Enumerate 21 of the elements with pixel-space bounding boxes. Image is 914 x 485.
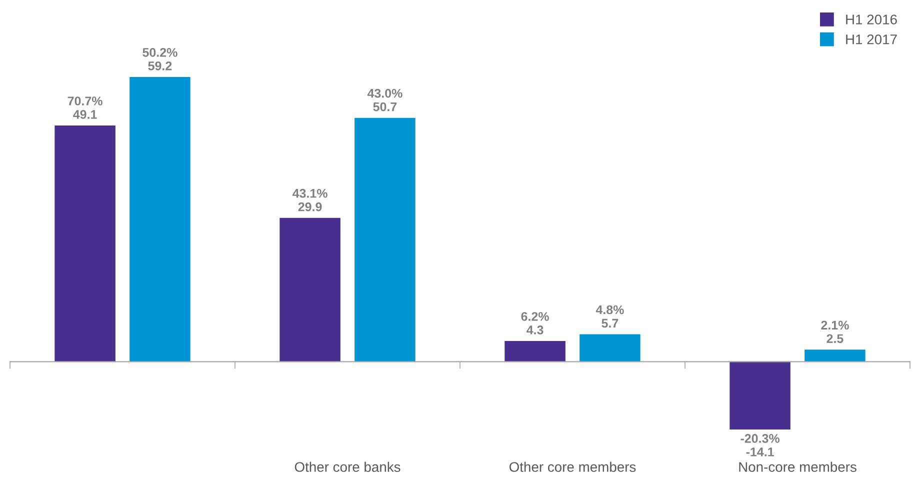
data-label: 70.7% 49.1 <box>68 96 102 119</box>
x-tick-label: Other core banks <box>294 462 400 472</box>
data-label: -20.3% -14.1 <box>740 434 780 456</box>
bar <box>130 76 190 362</box>
bar <box>354 118 416 362</box>
data-label: 43.0% 50.7 <box>367 88 402 112</box>
legend-label: H1 2016 <box>846 14 897 24</box>
bar <box>504 341 566 362</box>
data-label: 6.2% 4.3 <box>521 312 549 334</box>
data-label: 50.2% 59.2 <box>142 48 178 70</box>
bar <box>730 362 790 430</box>
legend-label: H1 2017 <box>846 34 897 44</box>
data-label: 43.1% 29.9 <box>292 188 328 212</box>
x-tick-label: Other core members <box>509 462 636 472</box>
bar <box>580 334 640 362</box>
x-tick-label: Non-core members <box>739 462 856 472</box>
bar <box>280 218 340 362</box>
bar <box>54 126 116 362</box>
bar <box>804 350 866 362</box>
data-label: 2.1% 2.5 <box>821 320 849 344</box>
data-label: 4.8% 5.7 <box>596 305 624 328</box>
